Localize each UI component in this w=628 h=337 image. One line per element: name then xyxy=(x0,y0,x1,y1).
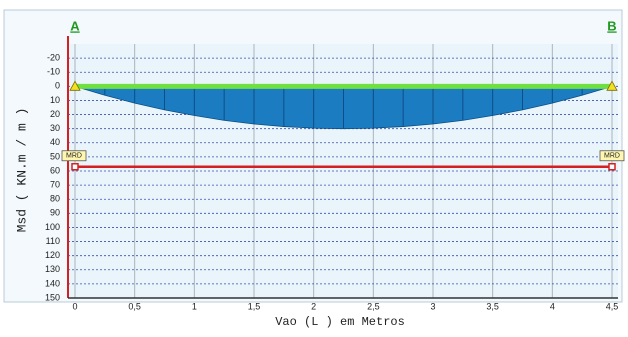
plot-area xyxy=(68,44,618,298)
x-tick-label: 4 xyxy=(550,301,555,311)
x-tick-label: 2,5 xyxy=(367,301,380,311)
support xyxy=(69,80,81,91)
x-tick-label: 1 xyxy=(192,301,197,311)
x-axis-label: Vao (L ) em Metros xyxy=(275,315,405,329)
y-tick-label: 100 xyxy=(45,222,60,232)
support-label: A xyxy=(70,18,80,33)
y-tick-label: 90 xyxy=(50,208,60,218)
y-tick-label: 50 xyxy=(50,151,60,161)
limit-marker xyxy=(608,163,616,171)
y-tick-label: 10 xyxy=(50,95,60,105)
limit-marker xyxy=(71,163,79,171)
y-tick-label: 0 xyxy=(55,81,60,91)
y-tick-label: 20 xyxy=(50,109,60,119)
y-tick-label: 40 xyxy=(50,137,60,147)
x-tick-label: 4,5 xyxy=(606,301,619,311)
y-tick-label: 140 xyxy=(45,278,60,288)
x-tick-label: 0 xyxy=(72,301,77,311)
limit-tag xyxy=(599,150,625,162)
y-tick-label: 110 xyxy=(46,236,60,246)
limit-label: MRD xyxy=(66,153,82,160)
limit-tag xyxy=(61,150,87,162)
y-tick-label: 130 xyxy=(45,264,60,274)
y-tick-label: 80 xyxy=(50,194,60,204)
y-tick-label: 120 xyxy=(45,250,60,260)
y-tick-label: -20 xyxy=(47,52,60,62)
limit-label: MRD xyxy=(604,153,620,160)
x-tick-label: 3,5 xyxy=(486,301,499,311)
x-tick-label: 1,5 xyxy=(248,301,261,311)
y-tick-label: 30 xyxy=(50,123,60,133)
support xyxy=(606,80,618,91)
x-tick-label: 3 xyxy=(430,301,435,311)
x-tick-label: 2 xyxy=(311,301,316,311)
x-tick-label: 0,5 xyxy=(128,301,141,311)
y-tick-label: 70 xyxy=(50,179,60,189)
support-label: B xyxy=(607,18,616,33)
y-tick-label: 150 xyxy=(45,292,60,302)
y-tick-label: -10 xyxy=(47,67,60,77)
y-axis-label: Msd ( KN.m / m ) xyxy=(14,108,29,233)
y-tick-label: 60 xyxy=(50,165,60,175)
